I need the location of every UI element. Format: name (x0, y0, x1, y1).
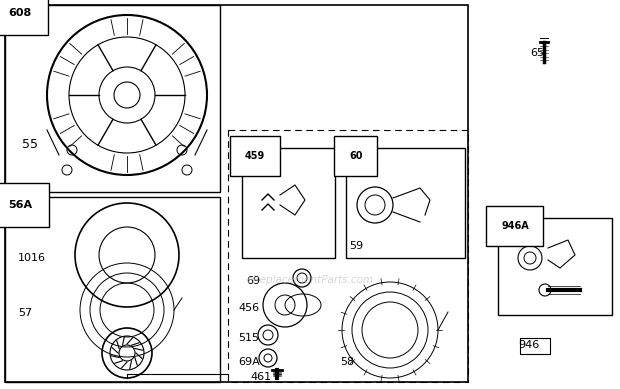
Text: 65: 65 (530, 48, 544, 58)
Text: eReplacementParts.com: eReplacementParts.com (246, 275, 374, 285)
Bar (520, 338, 550, 354)
Text: 608: 608 (8, 8, 31, 18)
Bar (5, 5, 220, 192)
Text: 60: 60 (349, 151, 363, 161)
Bar (5, 5, 468, 382)
Text: 946: 946 (518, 340, 539, 350)
Text: 456: 456 (238, 303, 259, 313)
Bar (346, 148, 465, 258)
Bar (228, 130, 468, 382)
Text: 515: 515 (238, 333, 259, 343)
Text: 69A: 69A (238, 357, 260, 367)
Text: 69: 69 (246, 276, 260, 286)
Text: 55: 55 (22, 138, 38, 151)
Text: 1016: 1016 (18, 253, 46, 263)
Bar (242, 148, 335, 258)
Bar (5, 197, 220, 382)
Bar (498, 218, 612, 315)
Text: 59: 59 (349, 241, 363, 251)
Text: 56A: 56A (8, 200, 32, 210)
Text: 58: 58 (340, 357, 354, 367)
Text: 461: 461 (250, 372, 271, 382)
Text: 57: 57 (18, 308, 32, 318)
Text: 459: 459 (245, 151, 265, 161)
Text: 946A: 946A (501, 221, 529, 231)
